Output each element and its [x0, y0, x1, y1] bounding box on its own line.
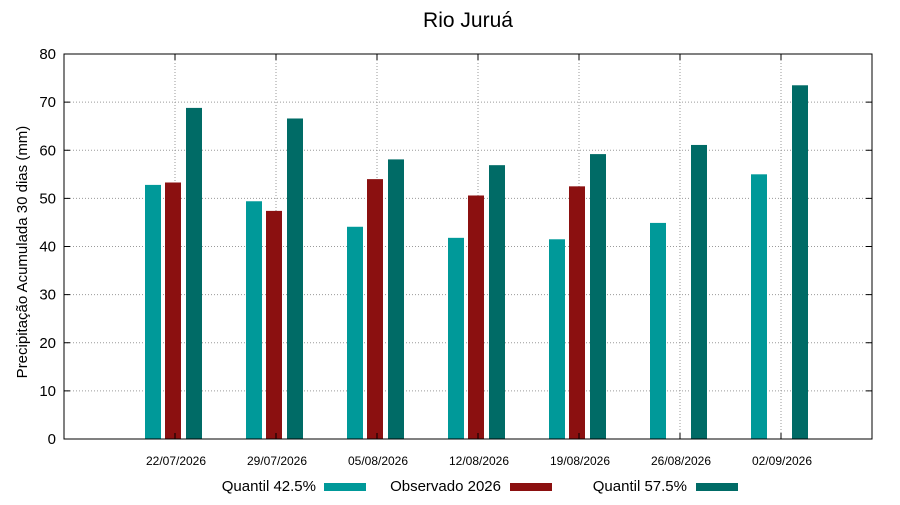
bar-1: [246, 201, 262, 439]
legend-label: Quantil 57.5%: [593, 478, 687, 495]
bar-1: [448, 237, 464, 439]
bar-3: [691, 144, 707, 440]
x-tick-label: 02/09/2026: [752, 454, 812, 468]
bar-2: [165, 182, 181, 439]
legend: Quantil 42.5% Observado 2026 Quantil 57.5%: [222, 478, 738, 495]
y-tick-label: 30: [39, 287, 56, 304]
bar-3: [792, 85, 808, 439]
legend-label: Quantil 42.5%: [222, 478, 316, 495]
legend-swatch: [510, 483, 552, 491]
chart-title: Rio Juruá: [423, 9, 513, 32]
bar-2: [266, 210, 282, 439]
bar-3: [388, 159, 404, 440]
bar-2: [367, 179, 383, 439]
y-tick-label: 10: [39, 383, 56, 400]
bar-3: [590, 154, 606, 439]
bar-1: [549, 239, 565, 439]
bar-3: [489, 165, 505, 439]
x-tick-label: 19/08/2026: [550, 454, 610, 468]
bar-2: [468, 195, 484, 439]
x-tick-label: 12/08/2026: [449, 454, 509, 468]
x-tick-label: 22/07/2026: [146, 454, 206, 468]
y-tick-label: 70: [39, 94, 56, 111]
bar-1: [347, 226, 363, 439]
x-tick-label: 05/08/2026: [348, 454, 408, 468]
y-tick-label: 0: [48, 431, 56, 448]
y-axis-label: Precipitação Acumulada 30 dias (mm): [14, 126, 31, 379]
bar-2: [569, 186, 585, 439]
bar-1: [145, 184, 161, 439]
bar-1: [650, 222, 666, 439]
legend-swatch: [324, 483, 366, 491]
y-tick-label: 20: [39, 335, 56, 352]
bar-1: [751, 174, 767, 439]
bar-3: [186, 107, 202, 440]
x-tick-label: 26/08/2026: [651, 454, 711, 468]
bar-3: [287, 118, 303, 440]
y-tick-label: 80: [39, 46, 56, 63]
legend-swatch: [696, 483, 738, 491]
axes: 0 10 20 30 40 50 60 70 80 22/07/2026 29/07/2026 05/…: [39, 46, 872, 468]
y-tick-label: 40: [39, 239, 56, 256]
y-tick-label: 50: [39, 190, 56, 207]
x-tick-label: 29/07/2026: [247, 454, 307, 468]
bars: [145, 85, 808, 440]
legend-label: Observado 2026: [390, 478, 501, 495]
y-tick-label: 60: [39, 142, 56, 159]
